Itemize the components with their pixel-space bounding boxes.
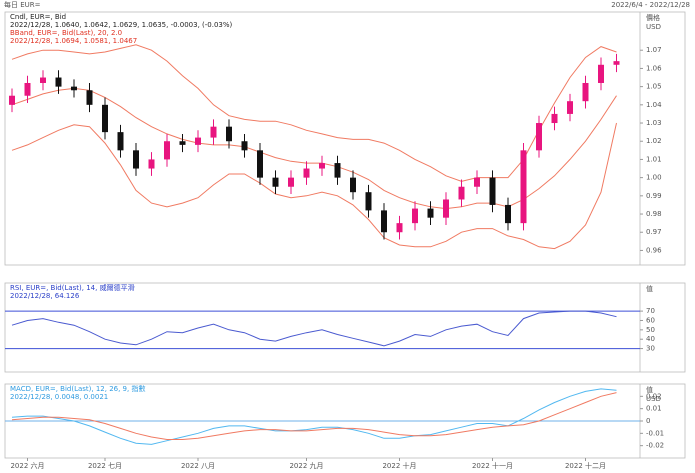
axis-title: 值 [646,385,653,394]
y-tick-label: 1.02 [646,137,662,145]
candle-body [536,123,542,151]
y-tick-label: 0.01 [646,405,662,413]
candle-body [179,141,186,145]
candle-body [396,223,403,233]
candle-body [226,126,232,142]
x-tick-label: 2022 十二月 [565,461,606,470]
candle-body [133,150,139,169]
series-line [11,122,617,250]
candle-body [458,186,465,200]
candle-body [40,77,46,83]
candle-body [288,177,294,187]
candle-body [272,177,279,187]
legend-entry: 2022/12/28, 0.0048, 0.0021 [10,393,108,401]
y-tick-label: 40 [646,335,655,343]
candle-body [505,204,511,224]
candle-body [334,163,341,178]
legend-entry: 2022/12/28, 64.126 [10,292,80,300]
y-tick-label: 1.04 [646,101,662,109]
candle-body [412,208,418,224]
candle-body [148,159,155,169]
y-tick-label: -0.01 [646,429,664,437]
y-tick-label: 1.06 [646,64,662,72]
x-tick-label: 2022 十一月 [472,461,513,470]
candle-body [9,95,15,105]
legend-entry: 2022/12/28, 1.0640, 1.0642, 1.0629, 1.06… [10,21,233,29]
candle-body [24,82,31,96]
legend-entry: Cndl, EUR=, Bid [10,13,66,21]
y-tick-label: 1.05 [646,83,662,91]
series-line [11,392,617,440]
panel-frame [4,11,686,266]
axis-title: USD [646,395,661,403]
series-line [11,388,617,445]
x-tick-label: 2022 九月 [289,461,323,470]
candle-body [381,210,387,233]
series-line [11,87,617,210]
candle-body [102,104,108,133]
legend-entry: RSI, EUR=, Bid(Last), 14, 威爾德平滑 [10,283,135,292]
legend-entry: 2022/12/28, 1.0694, 1.0581, 1.0467 [10,37,137,45]
candle-body [117,132,124,151]
axis-title: 值 [646,284,653,293]
candle-body [474,177,480,187]
candle-body [210,126,217,138]
candle-body [443,199,449,218]
candle-body [598,64,604,83]
y-tick-label: 70 [646,307,655,315]
y-tick-label: 0.02 [646,392,662,400]
candle-body [71,86,77,91]
candle-body [365,192,372,211]
candle-body [195,137,201,145]
x-tick-label: 2022 六月 [10,461,44,470]
y-tick-label: 0.97 [646,228,662,236]
x-tick-label: 2022 七月 [88,461,122,470]
y-tick-label: 1.01 [646,155,662,163]
y-tick-label: 0 [646,417,650,425]
candle-body [303,168,310,178]
candle-body [319,163,325,169]
series-line [11,310,617,347]
candle-body [567,101,573,114]
page-title: 每日 EUR= [4,0,41,9]
candle-body [582,82,589,102]
candle-body [350,177,356,193]
candle-body [489,177,496,205]
candle-body [427,208,434,218]
axis-title: USD [646,23,661,31]
y-tick-label: 0.96 [646,246,662,254]
candle-body [257,150,263,178]
axis-title: 價格 [646,13,660,22]
date-range: 2022/6/4 - 2022/12/28 [611,1,690,9]
x-tick-label: 2022 八月 [181,462,215,470]
x-tick-label: 2022 十月 [382,461,416,470]
legend-entry: MACD, EUR=, Bid(Last), 12, 26, 9, 指數 [10,384,145,393]
y-tick-label: -0.02 [646,442,664,450]
y-tick-label: 1.00 [646,174,662,182]
candle-body [551,113,558,124]
candle-body [613,61,620,65]
y-tick-label: 1.03 [646,119,662,127]
candle-body [241,141,248,151]
candle-body [520,150,527,224]
y-tick-label: 1.07 [646,46,662,54]
candle-body [86,90,93,105]
legend-entry: BBand, EUR=, Bid(Last), 20, 2.0 [10,29,122,37]
candle-body [55,77,62,87]
y-tick-label: 0.98 [646,210,662,218]
candle-body [164,141,170,160]
y-tick-label: 0.99 [646,192,662,200]
y-tick-label: 50 [646,326,655,334]
y-tick-label: 30 [646,345,655,353]
panel-frame [4,282,686,373]
y-tick-label: 60 [646,316,655,324]
series-line [11,44,617,182]
